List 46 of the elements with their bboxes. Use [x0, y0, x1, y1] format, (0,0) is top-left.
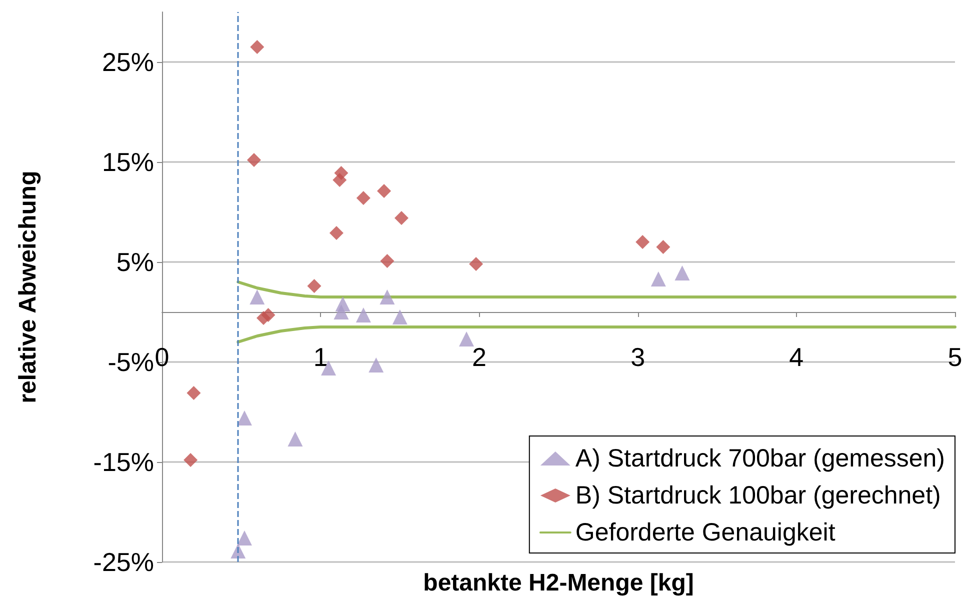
y-tick-label: 25%: [102, 47, 154, 77]
point: [469, 257, 484, 271]
point: [307, 279, 322, 293]
line-series: [236, 326, 956, 344]
y-tick-label: -25%: [93, 547, 154, 577]
point: [329, 226, 344, 240]
point: [236, 530, 252, 546]
legend-label: B) Startdruck 100bar (gerechnet): [575, 482, 941, 510]
x-tick-label: 2: [472, 342, 486, 372]
point: [261, 308, 276, 322]
point: [656, 240, 670, 254]
x-tick-label: 5: [948, 342, 962, 372]
y-tick-label: 15%: [102, 147, 154, 177]
x-tick-label: 3: [630, 342, 646, 372]
y-axis-title: relative Abweichung: [14, 170, 42, 404]
x-tick-label: 4: [789, 342, 804, 372]
point: [380, 254, 394, 268]
point: [288, 432, 303, 446]
point: [236, 410, 252, 426]
point: [674, 266, 690, 280]
line-series: [236, 280, 956, 298]
y-tick-label: -5%: [108, 347, 154, 377]
point: [380, 290, 395, 304]
legend-label: A) Startdruck 700bar (gemessen): [575, 444, 946, 472]
point: [334, 304, 349, 320]
x-tick-label: 1: [313, 342, 328, 372]
point: [356, 191, 370, 205]
point: [250, 290, 265, 304]
point: [356, 308, 371, 322]
x-tick-label: 0: [154, 342, 170, 372]
point: [186, 386, 201, 400]
point: [184, 453, 198, 467]
point: [377, 184, 392, 198]
point: [394, 211, 408, 225]
point: [650, 272, 666, 286]
point: [250, 40, 264, 54]
point: [392, 310, 408, 324]
legend-label: Geforderte Genauigkeit: [575, 518, 836, 546]
point: [332, 173, 347, 187]
y-tick-label: -15%: [93, 447, 154, 477]
point: [459, 332, 474, 346]
x-axis-title: betankte H2-Menge [kg]: [423, 570, 694, 596]
point: [636, 235, 650, 249]
point: [246, 153, 261, 167]
y-tick-label: 5%: [116, 247, 154, 277]
point: [368, 358, 384, 372]
